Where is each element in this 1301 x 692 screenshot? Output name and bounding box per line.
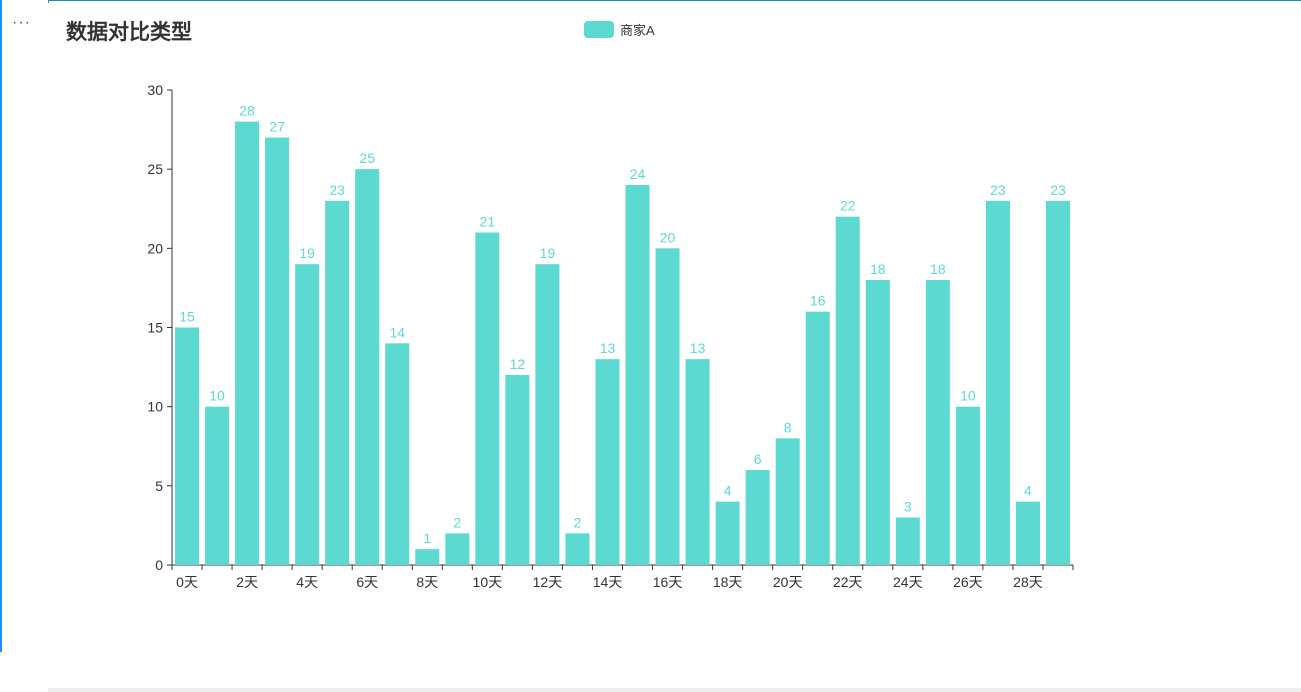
bar[interactable] [415,549,440,565]
bar-value-label: 2 [574,514,582,530]
x-tick-label: 20天 [773,574,803,590]
bar[interactable] [175,327,200,566]
y-tick-label: 10 [147,399,163,415]
bar-value-label: 21 [480,214,496,230]
bar-value-label: 2 [453,514,461,530]
bar[interactable] [715,501,740,565]
x-tick-label: 24天 [893,574,923,590]
x-tick-label: 16天 [653,574,683,590]
bar[interactable] [835,216,860,565]
y-tick-label: 0 [155,557,163,573]
bar-value-label: 22 [840,198,856,214]
x-tick-label: 14天 [593,574,623,590]
bar-value-label: 19 [299,245,315,261]
x-tick-label: 4天 [296,574,318,590]
x-tick-label: 8天 [416,574,438,590]
more-horizontal-icon[interactable]: ··· [12,14,31,31]
x-tick-label: 12天 [533,574,563,590]
bar[interactable] [895,517,920,566]
bar[interactable] [205,406,230,565]
legend-label: 商家A [620,23,655,38]
panel-border [48,0,1301,3]
y-axis: 0 5 10 15 20 25 30 [147,82,173,573]
bar[interactable] [655,248,680,566]
bar-series-a [175,121,1070,566]
x-axis: 0天 2天 4天 6天 8天 10天 12天 14天 16天 18天 20天 22天 24天 26天 28天 [171,564,1074,590]
bar[interactable] [625,185,650,565]
bar-value-label: 27 [269,119,285,135]
bar-value-label: 19 [540,245,556,261]
bar-value-label: 10 [960,388,976,404]
bar[interactable] [805,311,830,565]
bar-value-label: 24 [630,166,646,182]
legend-swatch [584,21,614,38]
bar-value-label: 18 [870,261,886,277]
bar-value-label: 16 [810,293,826,309]
y-tick-label: 30 [147,82,163,98]
bar[interactable] [745,470,770,565]
bar-value-label: 15 [179,309,195,325]
bar[interactable] [685,359,710,565]
bar-value-label: 25 [359,150,375,166]
chart-title: 数据对比类型 [66,21,192,44]
left-accent-bar [0,0,2,652]
x-tick-label: 10天 [473,574,503,590]
y-tick-label: 15 [147,320,163,336]
bar[interactable] [565,533,590,565]
bar[interactable] [295,264,320,565]
bar[interactable] [505,375,530,565]
y-tick-label: 25 [147,161,163,177]
bar-value-label: 23 [1050,182,1066,198]
bar[interactable] [1015,501,1040,565]
bar[interactable] [355,169,380,565]
bar[interactable] [595,359,620,565]
bar-value-label: 13 [690,340,706,356]
bar-value-label: 20 [660,229,676,245]
bar-value-label: 4 [1024,483,1032,499]
bar-value-label: 23 [329,182,345,198]
bar[interactable] [265,137,290,566]
legend-item-series-a[interactable]: 商家A [584,20,655,39]
bar-value-label: 14 [389,324,405,340]
bar[interactable] [535,264,560,565]
bar[interactable] [865,280,890,565]
bar-value-label: 4 [724,483,732,499]
bar-value-label: 13 [600,340,616,356]
bar-value-label: 1 [423,530,431,546]
bar[interactable] [325,200,350,566]
bar-value-label: 3 [904,499,912,515]
x-tick-label: 18天 [713,574,743,590]
bar-value-label: 18 [930,261,946,277]
y-tick-label: 5 [155,478,163,494]
bar[interactable] [235,121,260,566]
x-tick-label: 2天 [236,574,258,590]
bar-value-label: 10 [209,388,225,404]
y-tick-label: 20 [147,240,163,256]
x-tick-label: 26天 [953,574,983,590]
bar-value-label: 6 [754,451,762,467]
bar[interactable] [985,200,1010,566]
bar-value-label: 28 [239,103,255,119]
bar[interactable] [955,406,980,565]
bar[interactable] [445,533,470,565]
x-tick-label: 0天 [176,574,198,590]
bar-value-label: 12 [510,356,526,372]
bar[interactable] [475,232,500,566]
bar[interactable] [385,343,410,565]
x-tick-label: 6天 [356,574,378,590]
x-tick-label: 28天 [1013,574,1043,590]
x-tick-label: 22天 [833,574,863,590]
bar[interactable] [775,438,800,565]
bar-value-label: 8 [784,419,792,435]
data-labels: 1510282719232514122112192132420134681622… [179,103,1066,547]
bar-value-label: 23 [990,182,1006,198]
bar[interactable] [925,280,950,565]
panel-bottom-divider [48,688,1301,692]
bar[interactable] [1045,200,1070,566]
